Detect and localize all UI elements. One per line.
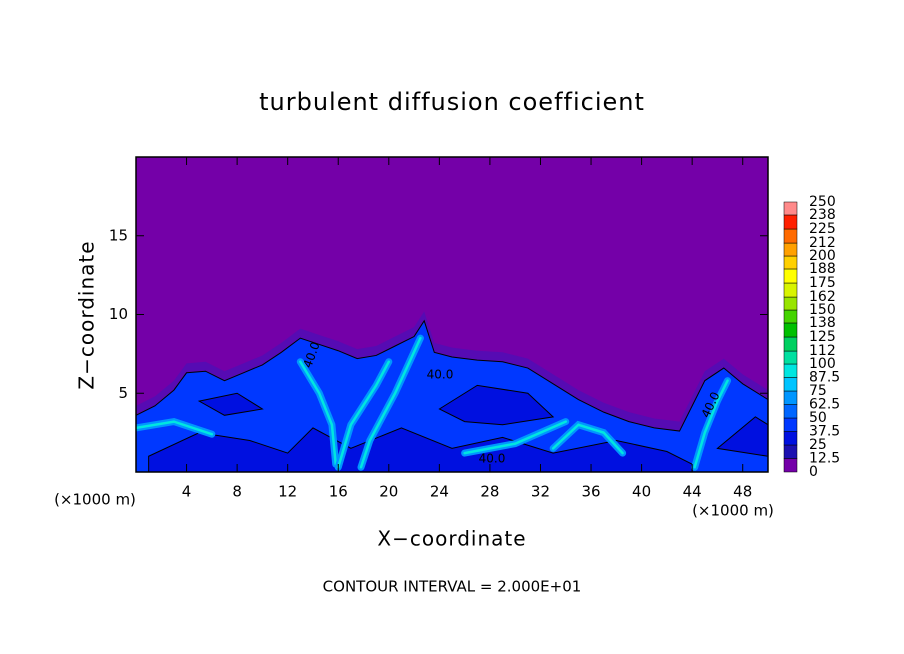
x-tick-label: 40 [632,483,651,501]
colorbar-label: 125 [809,329,836,345]
x-tick-label: 24 [430,483,449,501]
field-strand-core [463,420,568,455]
x-tick-label: 20 [379,483,398,501]
colorbar-label: 238 [809,207,836,223]
colorbar-label: 112 [809,343,836,359]
field-patch [438,384,555,426]
colorbar-segment [783,268,798,284]
colorbar-segment [783,363,798,378]
field-region [136,319,768,472]
x-tick-label: 8 [232,483,242,501]
field-strand-core [136,420,214,436]
colorbar-label: 250 [809,194,836,210]
y-tick-label: 5 [118,384,128,402]
colorbar-label: 37.5 [809,424,840,440]
colorbar-segment [783,336,798,352]
contour-field: 40.040.040.040.0 [136,157,768,472]
colorbar-label: 12.5 [809,451,840,467]
colorbar-segment [783,309,798,324]
field-strand-core [551,423,624,455]
field-strand-core [693,379,729,469]
x-tick-label: 32 [531,483,550,501]
colorbar-segment [783,322,798,338]
colorbar-label: 162 [809,289,836,305]
x-tick-label: 12 [278,483,297,501]
field-patch [716,416,768,457]
colorbar-label: 225 [809,221,836,237]
colorbar-segment [783,458,798,473]
x-tick-label: 48 [733,483,752,501]
field-strand-core [336,360,391,469]
colorbar-segment [783,377,798,392]
x-unit-label: (×1000 m) [54,491,136,509]
colorbar-segment [783,255,798,270]
colorbar-segment [783,350,798,365]
colorbar-segment [783,390,798,405]
y-tick-label: 15 [109,226,128,244]
field-patch [197,392,264,416]
colorbar-label: 138 [809,315,836,331]
colorbar-label: 0 [809,464,818,480]
field-strand-core [359,336,422,469]
x-tick-label: 16 [329,483,348,501]
colorbar-label: 25 [809,437,827,453]
colorbar-label: 62.5 [809,397,840,413]
colorbar-label: 150 [809,302,836,318]
colorbar-label: 175 [809,275,836,291]
footer: CONTOUR INTERVAL = 2.000E+01 [323,578,582,596]
x-axis-label: X−coordinate [377,527,526,551]
contour-label: 40.0 [479,452,506,466]
colorbar-segment [783,214,798,230]
colorbar-label: 212 [809,235,836,251]
contour-label: 40.0 [427,368,454,382]
x-tick-label: 36 [581,483,600,501]
colorbar-segment [783,228,798,244]
colorbar-segment [783,444,798,459]
x-unit-label: (×1000 m) [692,502,774,520]
colorbar-segment [783,201,798,216]
colorbar-label: 188 [809,261,836,277]
colorbar-segment [783,417,798,432]
field-strand-core [299,360,337,466]
x-tick-label: 44 [683,483,702,501]
y-tick-label: 10 [109,305,128,323]
colorbar-label: 75 [809,383,827,399]
chart-title: turbulent diffusion coefficient [259,88,645,116]
y-axis-label: Z−coordinate [75,240,99,389]
colorbar-segment [783,404,798,419]
colorbar-label: 50 [809,410,827,426]
x-tick-label: 28 [480,483,499,501]
colorbar-segment [783,296,798,311]
colorbar-segment [783,242,798,257]
x-tick-label: 4 [182,483,192,501]
colorbar-label: 200 [809,248,836,264]
colorbar-segment [783,431,798,446]
colorbar-label: 87.5 [809,370,840,386]
colorbar-segment [783,282,798,298]
colorbar-label: 100 [809,356,836,372]
